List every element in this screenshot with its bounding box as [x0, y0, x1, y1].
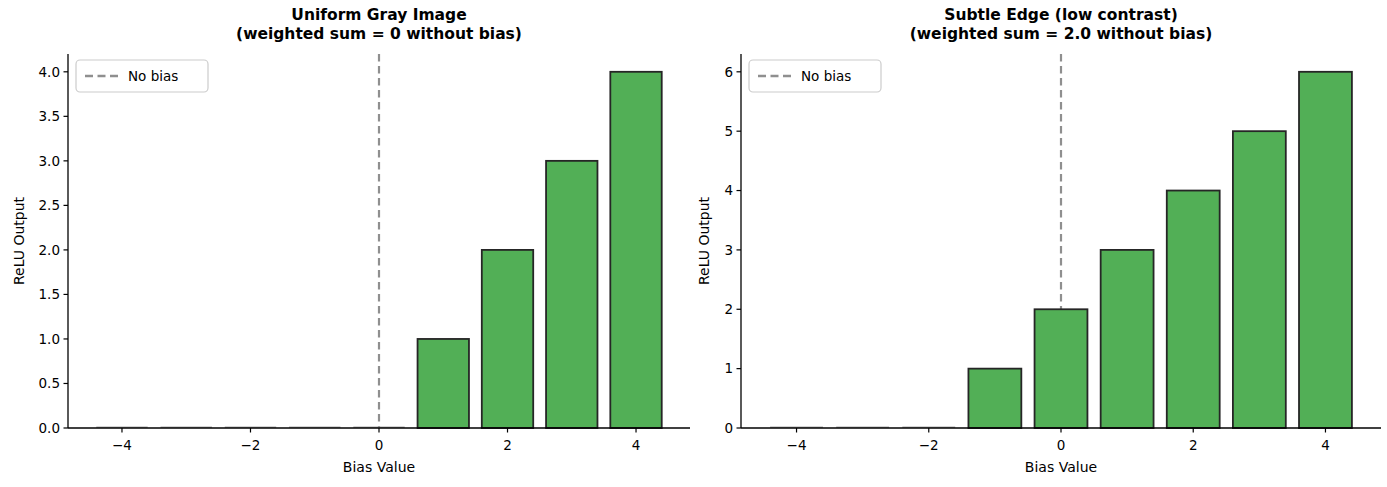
chart-subtitle: (weighted sum = 0 without bias) — [236, 25, 522, 43]
bar-x2 — [1167, 191, 1220, 428]
figure: Uniform Gray Image(weighted sum = 0 with… — [0, 0, 1387, 487]
legend-label: No bias — [128, 68, 178, 84]
x-tick-label: −4 — [787, 437, 807, 453]
x-tick-label: −2 — [919, 437, 939, 453]
bar-x4 — [1299, 72, 1352, 428]
x-tick-label: 4 — [1321, 437, 1330, 453]
chart-subtle-edge: Subtle Edge (low contrast)(weighted sum … — [693, 0, 1386, 487]
y-tick-label: 0.5 — [39, 375, 60, 391]
chart-title: Uniform Gray Image — [291, 6, 466, 24]
x-tick-label: −4 — [112, 437, 132, 453]
chart-uniform-gray: Uniform Gray Image(weighted sum = 0 with… — [0, 0, 693, 487]
y-tick-label: 4 — [724, 182, 733, 198]
y-tick-label: 2.5 — [39, 197, 60, 213]
bar-x4 — [610, 72, 661, 428]
y-tick-label: 3.5 — [39, 108, 60, 124]
y-tick-label: 2 — [724, 301, 733, 317]
x-tick-label: −2 — [241, 437, 261, 453]
y-tick-label: 4.0 — [39, 64, 60, 80]
y-tick-label: 1.5 — [39, 286, 60, 302]
chart-subtitle: (weighted sum = 2.0 without bias) — [910, 25, 1213, 43]
y-tick-label: 5 — [724, 123, 733, 139]
bar-x-1 — [968, 369, 1021, 428]
x-tick-label: 4 — [632, 437, 641, 453]
x-tick-label: 0 — [1057, 437, 1066, 453]
legend-label: No bias — [801, 68, 851, 84]
bar-x1 — [1101, 250, 1154, 428]
bar-x3 — [1233, 131, 1286, 428]
x-tick-label: 2 — [503, 437, 512, 453]
chart-svg: Uniform Gray Image(weighted sum = 0 with… — [0, 0, 693, 487]
y-tick-label: 0.0 — [39, 420, 60, 436]
bar-x3 — [546, 161, 597, 428]
y-tick-label: 2.0 — [39, 242, 60, 258]
y-tick-label: 6 — [724, 64, 733, 80]
y-tick-label: 3.0 — [39, 153, 60, 169]
chart-svg: Subtle Edge (low contrast)(weighted sum … — [693, 0, 1386, 487]
x-tick-label: 0 — [375, 437, 384, 453]
y-tick-label: 0 — [724, 420, 733, 436]
bar-x0 — [1035, 309, 1088, 428]
y-tick-label: 1.0 — [39, 331, 60, 347]
chart-title: Subtle Edge (low contrast) — [944, 6, 1177, 24]
y-tick-label: 1 — [724, 360, 733, 376]
x-tick-label: 2 — [1189, 437, 1198, 453]
x-axis-label: Bias Value — [343, 459, 415, 475]
y-axis-label: ReLU Output — [11, 196, 27, 285]
bar-x1 — [418, 339, 469, 428]
y-axis-label: ReLU Output — [696, 196, 712, 285]
y-tick-label: 3 — [724, 242, 733, 258]
bar-x2 — [482, 250, 533, 428]
x-axis-label: Bias Value — [1025, 459, 1097, 475]
